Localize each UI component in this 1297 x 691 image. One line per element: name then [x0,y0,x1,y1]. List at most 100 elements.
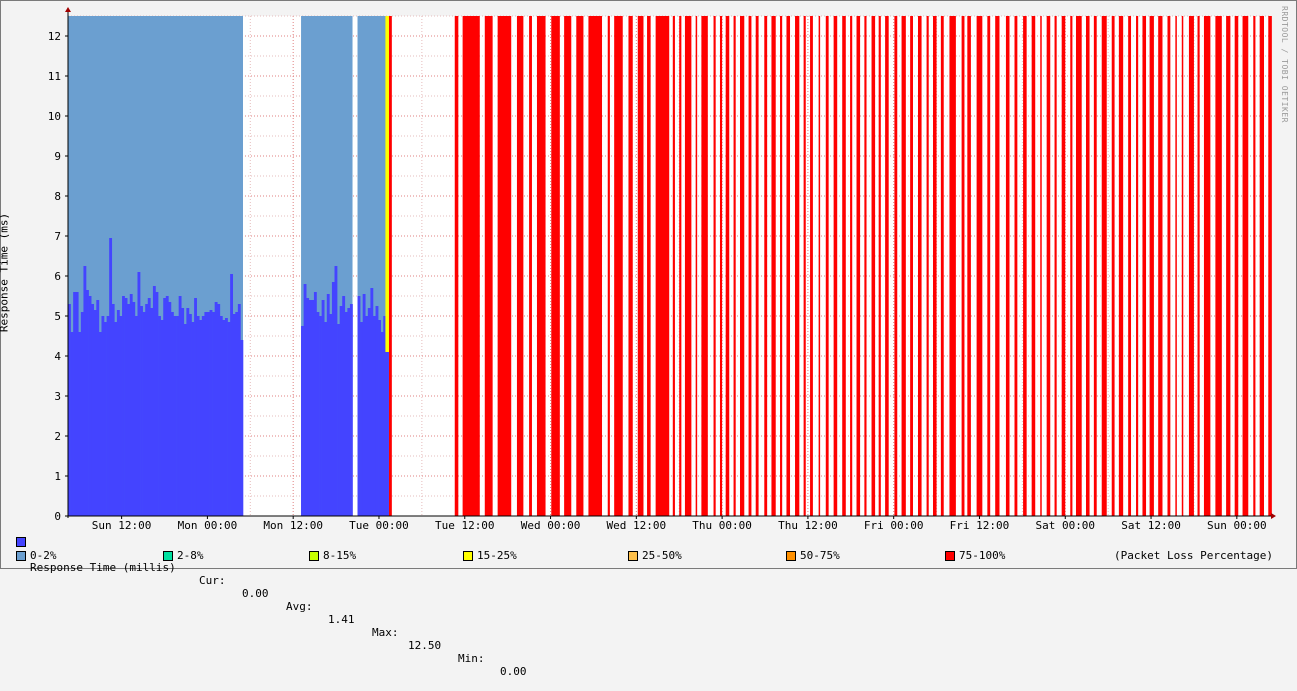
response-time-bar [303,284,307,516]
loss-75-100-band [1197,16,1200,516]
loss-75-100-band [516,16,524,516]
loss-15-25-band [385,16,389,352]
loss-75-100-band [810,16,813,516]
response-time-bar [385,352,389,516]
response-time-bar [104,322,107,516]
response-time-bar [204,312,208,516]
legend-response-time-label: Response Time (millis) [30,561,176,574]
loss-75-100-band [940,16,944,516]
legend-label-8-15-: 8-15% [323,549,357,562]
y-tick-label: 5 [54,310,61,323]
legend-cur-value: 0.00 [242,587,269,600]
response-time-bar [224,318,228,516]
legend-label-15-25-: 15-25% [477,549,517,562]
response-time-bar [114,322,118,516]
response-time-bar [158,316,161,516]
response-time-bar [306,298,310,516]
response-time-bar [316,312,320,516]
loss-75-100-band [1075,16,1082,516]
x-tick-label: Tue 12:00 [435,519,495,532]
loss-75-100-band [1226,16,1231,516]
loss-75-100-band [607,16,610,516]
loss-75-100-band [454,16,459,516]
x-tick-label: Fri 12:00 [950,519,1010,532]
packet-loss-percentage-note: (Packet Loss Percentage) [1114,549,1273,562]
loss-75-100-band [1005,16,1010,516]
loss-75-100-band [1242,16,1249,516]
loss-75-100-band [1093,16,1097,516]
loss-75-100-band [1040,16,1042,516]
rrdtool-watermark: RRDTOOL / TOBI OETIKER [1280,6,1289,123]
response-time-bar [88,296,92,516]
response-time-bar [183,324,187,516]
y-tick-label: 10 [48,110,61,123]
response-time-bar [349,304,353,516]
loss-75-100-band [719,16,723,516]
loss-75-100-band [1031,16,1036,516]
response-time-bar [181,308,185,516]
response-time-bar [119,316,123,516]
loss-75-100-band [388,16,392,516]
legend-max-label: Max: [372,626,399,639]
loss-75-100-band [894,16,898,516]
response-time-bar [140,306,143,516]
loss-75-100-band [1101,16,1107,516]
response-time-bar [301,326,304,516]
legend-min-label: Min: [458,652,485,665]
loss-75-100-band [901,16,906,516]
x-tick-label: Fri 00:00 [864,519,924,532]
response-time-bar [212,312,215,516]
response-time-bar [367,308,371,516]
response-time-bar [362,294,366,516]
x-axis-arrow [1271,513,1276,519]
loss-75-100-band [551,16,560,516]
response-time-bar [106,316,110,516]
loss-75-100-band [885,16,889,516]
response-time-bar [127,304,131,516]
legend-avg-label: Avg: [286,600,313,613]
response-time-bar [191,322,195,516]
legend-label-50-75-: 50-75% [800,549,840,562]
loss-75-100-band [1188,16,1194,516]
loss-75-100-band [842,16,846,516]
loss-75-100-band [850,16,853,516]
response-time-bar [319,316,322,516]
response-time-bar [176,316,179,516]
loss-75-100-band [864,16,867,516]
response-time-bar [80,312,84,516]
response-time-bar [132,302,136,516]
response-time-bar [370,288,374,516]
loss-75-100-band [588,16,603,516]
x-tick-label: Wed 12:00 [607,519,667,532]
response-time-bar [173,316,177,516]
loss-75-100-band [1085,16,1090,516]
response-time-bar [70,332,74,516]
loss-75-100-band [1259,16,1264,516]
legend-max-value: 12.50 [408,639,442,652]
response-time-bar [147,298,151,516]
loss-75-100-band [1234,16,1239,516]
loss-75-100-band [1023,16,1027,516]
response-time-bar [235,312,239,516]
loss-75-100-band [529,16,532,516]
loss-75-100-band [1136,16,1139,516]
response-time-bar [73,292,77,516]
response-time-bar [378,320,381,516]
loss-75-100-band [995,16,1000,516]
response-time-bar [357,296,361,516]
legend-response-time-swatch [16,537,26,547]
loss-75-100-band [739,16,745,516]
response-time-bar [111,304,115,516]
loss-75-100-band [576,16,584,516]
response-time-bar [222,320,226,516]
response-time-bar [78,332,82,516]
response-time-bar [227,322,231,516]
response-time-bar [201,316,205,516]
loss-75-100-band [1181,16,1184,516]
response-time-bar [313,292,317,516]
response-time-bar [365,316,369,516]
y-tick-label: 0 [54,510,61,523]
loss-75-100-band [713,16,716,516]
